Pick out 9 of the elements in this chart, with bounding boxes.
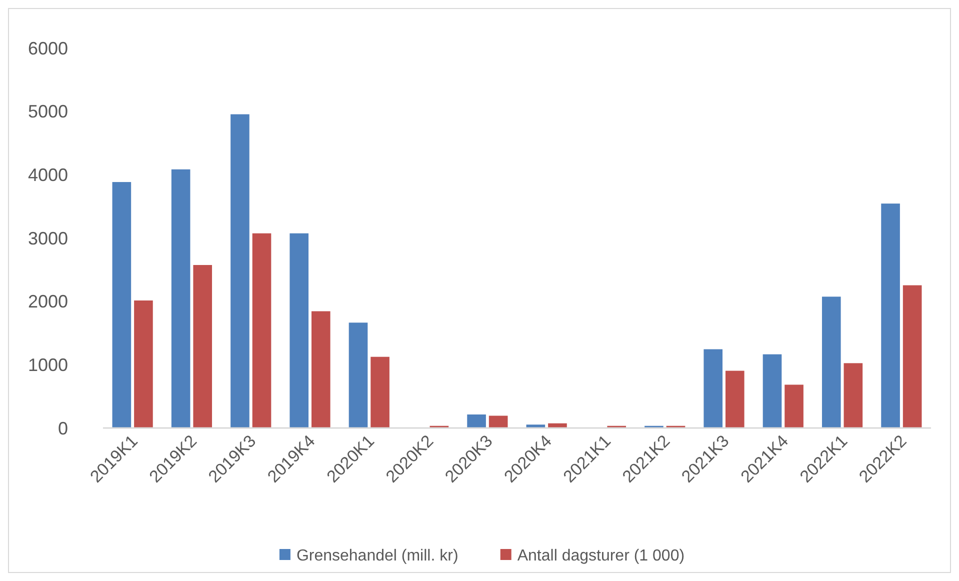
y-tick-label: 5000 [28, 102, 68, 122]
legend-label: Antall dagsturer (1 000) [517, 548, 685, 565]
y-tick-label: 6000 [28, 38, 68, 58]
y-tick-label: 2000 [28, 292, 68, 312]
legend-label: Grensehandel (mill. kr) [296, 548, 458, 565]
y-tick-label: 1000 [28, 354, 68, 375]
y-tick-label: 3000 [28, 228, 68, 248]
y-tick-label: 0 [58, 418, 68, 438]
y-tick-label: 4000 [28, 164, 68, 185]
